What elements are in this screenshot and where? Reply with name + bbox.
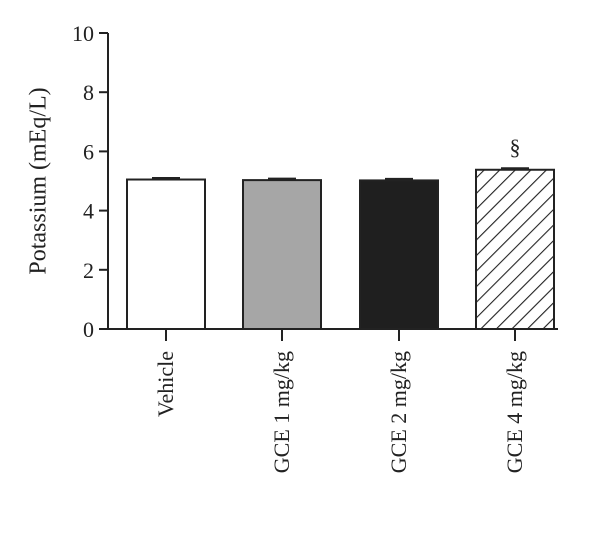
category-label: GCE 4 mg/kg	[502, 351, 527, 473]
y-tick-label: 4	[83, 199, 94, 224]
y-tick-label: 6	[83, 139, 94, 164]
y-tick-label: 0	[83, 317, 94, 342]
significance-marker: §	[510, 134, 521, 159]
category-labels: Vehicle GCE 1 mg/kg GCE 2 mg/kg GCE 4 mg/kg	[153, 329, 527, 473]
category-label: GCE 1 mg/kg	[269, 351, 294, 473]
bar-gce-2-mg-kg	[359, 179, 439, 330]
bar-gce-1-mg-kg	[242, 179, 322, 330]
annotations: §	[510, 134, 521, 159]
category-label: Vehicle	[153, 351, 178, 417]
y-axis: 0 2 4 6 8 10	[72, 21, 109, 342]
bar-gce-4-mg-kg	[475, 168, 555, 330]
y-axis-title: Potassium (mEq/L)	[26, 87, 52, 274]
y-tick-label: 2	[83, 258, 94, 283]
y-ticks: 0 2 4 6 8 10	[72, 21, 108, 342]
category-label: GCE 2 mg/kg	[386, 351, 411, 473]
bar-vehicle	[126, 178, 206, 330]
y-tick-label: 8	[83, 80, 94, 105]
y-tick-label: 10	[72, 21, 94, 46]
bars	[126, 167, 555, 330]
